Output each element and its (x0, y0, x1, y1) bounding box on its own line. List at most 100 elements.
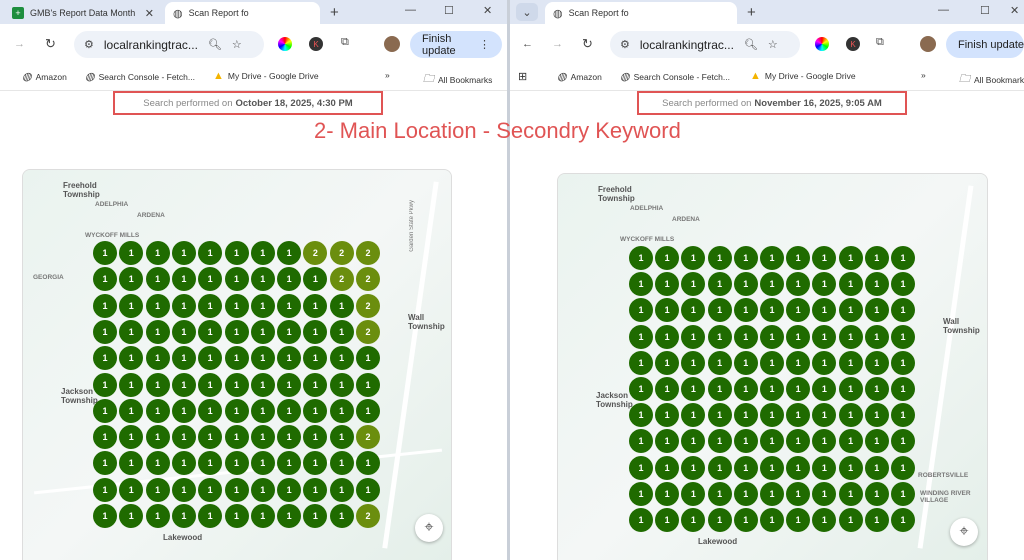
rank-pin[interactable]: 1 (864, 324, 889, 349)
rank-pin[interactable]: 1 (171, 241, 196, 265)
rank-pin[interactable]: 1 (655, 324, 680, 349)
rank-pin[interactable]: 1 (356, 398, 380, 423)
rank-pin[interactable]: 1 (681, 455, 706, 480)
maximize-icon[interactable]: ☐ (444, 5, 454, 17)
rank-pin[interactable]: 1 (760, 377, 784, 401)
rank-pin[interactable]: 1 (864, 298, 889, 323)
rank-pin[interactable]: 1 (629, 508, 653, 532)
rank-pin[interactable]: 2 (356, 425, 380, 450)
extensions-icon[interactable]: ⧉ (341, 36, 349, 48)
rank-pin[interactable]: 1 (786, 377, 811, 401)
rank-pin[interactable]: 1 (733, 246, 758, 270)
rank-pin[interactable]: 1 (681, 508, 706, 532)
rank-pin[interactable]: 1 (250, 241, 275, 265)
rank-pin[interactable]: 1 (812, 324, 837, 349)
rank-pin[interactable]: 1 (864, 481, 889, 506)
rank-pin[interactable]: 1 (707, 298, 732, 323)
rank-pin[interactable]: 2 (303, 241, 328, 265)
rank-pin[interactable]: 1 (119, 241, 144, 265)
rank-pin[interactable]: 1 (629, 324, 653, 349)
rank-pin[interactable]: 1 (891, 377, 915, 401)
rank-pin[interactable]: 1 (145, 372, 170, 397)
more-bookmarks-icon[interactable]: » (385, 70, 390, 80)
rank-pin[interactable]: 1 (198, 425, 223, 450)
rank-pin[interactable]: 1 (812, 246, 837, 270)
k-extension-icon[interactable]: K (846, 37, 860, 51)
rank-pin[interactable]: 1 (864, 246, 889, 270)
rank-pin[interactable]: 1 (224, 319, 249, 344)
rank-pin[interactable]: 1 (707, 377, 732, 401)
rank-pin[interactable]: 1 (224, 425, 249, 450)
site-settings-icon[interactable]: ⚙ (84, 39, 94, 51)
rank-pin[interactable]: 1 (329, 425, 354, 450)
rank-pin[interactable]: 1 (786, 481, 811, 506)
rank-pin[interactable]: 1 (733, 377, 758, 401)
rank-pin[interactable]: 1 (303, 372, 328, 397)
rank-pin[interactable]: 1 (250, 504, 275, 528)
rank-pin[interactable]: 1 (93, 372, 117, 397)
rank-pin[interactable]: 1 (786, 246, 811, 270)
rank-pin[interactable]: 1 (119, 267, 144, 292)
finish-update-button[interactable]: Finish update (946, 31, 1024, 58)
reload-icon[interactable]: ↻ (45, 36, 56, 51)
rank-pin[interactable]: 1 (250, 398, 275, 423)
rank-pin[interactable]: 1 (733, 403, 758, 428)
rank-pin[interactable]: 1 (198, 267, 223, 292)
rank-pin[interactable]: 1 (119, 451, 144, 476)
rank-pin[interactable]: 1 (655, 272, 680, 297)
rank-pin[interactable]: 1 (171, 477, 196, 502)
reload-icon[interactable]: ↻ (582, 36, 593, 51)
profile-avatar[interactable] (920, 36, 936, 52)
rank-pin[interactable]: 1 (93, 451, 117, 476)
rank-pin[interactable]: 1 (198, 477, 223, 502)
rank-pin[interactable]: 1 (838, 429, 863, 454)
rank-pin[interactable]: 1 (93, 477, 117, 502)
rank-pin[interactable]: 1 (277, 451, 302, 476)
rank-pin[interactable]: 1 (655, 350, 680, 375)
tab-scan-report[interactable]: ◍ Scan Report fo (545, 2, 737, 24)
rank-pin[interactable]: 1 (329, 477, 354, 502)
rank-pin[interactable]: 1 (356, 451, 380, 476)
rank-pin[interactable]: 1 (760, 272, 784, 297)
rank-pin[interactable]: 1 (681, 481, 706, 506)
rank-pin[interactable]: 1 (303, 398, 328, 423)
rank-pin[interactable]: 1 (760, 324, 784, 349)
rank-pin[interactable]: 1 (119, 293, 144, 318)
rank-pin[interactable]: 1 (864, 403, 889, 428)
rank-pin[interactable]: 1 (277, 398, 302, 423)
rank-pin[interactable]: 1 (838, 272, 863, 297)
rank-pin[interactable]: 1 (145, 451, 170, 476)
rank-pin[interactable]: 1 (681, 377, 706, 401)
rank-pin[interactable]: 1 (277, 346, 302, 371)
rank-pin[interactable]: 1 (786, 350, 811, 375)
rank-pin[interactable]: 1 (707, 481, 732, 506)
rank-pin[interactable]: 1 (733, 481, 758, 506)
rank-pin[interactable]: 1 (629, 272, 653, 297)
rank-pin[interactable]: 1 (733, 324, 758, 349)
rank-pin[interactable]: 1 (224, 346, 249, 371)
rank-pin[interactable]: 1 (303, 425, 328, 450)
rank-pin[interactable]: 1 (760, 298, 784, 323)
rank-pin[interactable]: 1 (303, 504, 328, 528)
rank-pin[interactable]: 1 (198, 504, 223, 528)
new-tab-icon[interactable]: + (330, 4, 339, 21)
rank-pin[interactable]: 1 (171, 425, 196, 450)
rank-pin[interactable]: 1 (707, 350, 732, 375)
rank-pin[interactable]: 1 (786, 403, 811, 428)
rank-pin[interactable]: 1 (171, 319, 196, 344)
address-bar[interactable]: ⚙ localrankingtrac... 🔍︎ ☆ (74, 31, 264, 58)
rank-pin[interactable]: 1 (655, 481, 680, 506)
rank-pin[interactable]: 1 (812, 298, 837, 323)
rank-pin[interactable]: 1 (838, 481, 863, 506)
rank-pin[interactable]: 1 (250, 477, 275, 502)
rank-pin[interactable]: 1 (303, 451, 328, 476)
zoom-icon[interactable]: 🔍︎ (207, 39, 222, 51)
extensions-icon[interactable]: ⧉ (876, 36, 884, 48)
rank-pin[interactable]: 2 (329, 267, 354, 292)
rank-pin[interactable]: 1 (891, 508, 915, 532)
rank-pin[interactable]: 1 (250, 451, 275, 476)
rank-pin[interactable]: 1 (171, 372, 196, 397)
rank-pin[interactable]: 1 (786, 324, 811, 349)
rank-pin[interactable]: 1 (786, 455, 811, 480)
rank-pin[interactable]: 1 (629, 246, 653, 270)
